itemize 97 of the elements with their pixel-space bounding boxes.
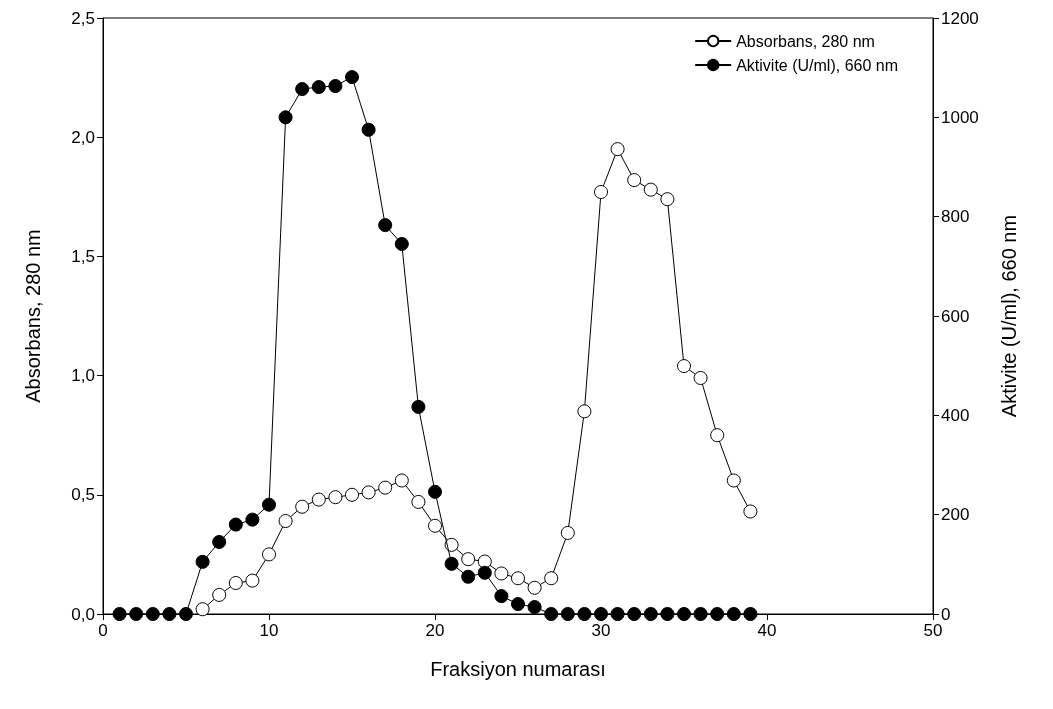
y2-tick-label: 1200 xyxy=(941,8,979,28)
point xyxy=(477,565,492,580)
point xyxy=(361,122,376,137)
point xyxy=(328,490,343,505)
y-tick-label: 1,5 xyxy=(71,246,95,266)
point xyxy=(262,497,276,512)
point xyxy=(477,554,492,569)
point xyxy=(212,587,227,602)
x-tick-label: 10 xyxy=(259,621,279,640)
point xyxy=(594,607,608,621)
point xyxy=(394,236,409,251)
point xyxy=(726,607,741,621)
y2-tick-label: 1000 xyxy=(941,107,979,127)
point xyxy=(461,569,476,584)
point xyxy=(511,597,525,612)
point xyxy=(411,399,426,414)
y-tick-label: 2,5 xyxy=(71,8,95,28)
y-tick-label: 1,0 xyxy=(71,366,95,386)
point xyxy=(494,566,509,581)
point xyxy=(428,484,442,499)
y-tick-label: 0,5 xyxy=(71,485,95,505)
point xyxy=(710,428,725,443)
point xyxy=(560,525,575,540)
y-tick-label: 2,0 xyxy=(71,127,95,147)
point xyxy=(228,576,243,590)
point xyxy=(262,547,276,562)
x-tick-label: 0 xyxy=(98,621,108,640)
x-tick-label: 50 xyxy=(923,621,943,640)
y-tick-label: 0,0 xyxy=(71,604,95,624)
y2-tick-label: 800 xyxy=(941,207,970,227)
point xyxy=(212,534,227,549)
point xyxy=(145,607,160,621)
legend-label: Absorbans, 280 nm xyxy=(736,32,875,50)
point xyxy=(278,514,293,529)
y2-tick-label: 0 xyxy=(941,604,951,624)
point xyxy=(743,504,758,519)
point xyxy=(627,173,642,188)
point xyxy=(577,404,592,419)
x-axis-title: Fraksiyon numarası xyxy=(430,658,606,680)
point xyxy=(278,110,293,125)
point xyxy=(311,492,326,507)
point xyxy=(610,142,625,157)
y2-tick-label: 400 xyxy=(941,405,970,425)
point xyxy=(162,607,177,621)
x-tick-label: 40 xyxy=(757,621,777,640)
point xyxy=(295,499,310,514)
point xyxy=(544,571,559,586)
y2-axis-title: Aktivite (U/ml), 660 nm xyxy=(998,214,1020,418)
point xyxy=(726,473,741,488)
point xyxy=(444,537,459,552)
y2-tick-label: 600 xyxy=(941,306,970,326)
point xyxy=(245,512,260,527)
point xyxy=(527,580,542,595)
point xyxy=(461,552,476,567)
x-tick-label: 20 xyxy=(425,621,445,640)
point xyxy=(494,589,509,604)
point xyxy=(627,607,642,621)
point xyxy=(544,607,559,621)
point xyxy=(743,607,758,621)
point xyxy=(345,487,359,502)
point xyxy=(693,370,708,385)
x-tick-label: 30 xyxy=(591,621,611,640)
point xyxy=(577,607,592,621)
point xyxy=(378,218,393,233)
point xyxy=(693,607,708,621)
point xyxy=(228,517,243,532)
point xyxy=(560,607,575,621)
y-axis-title: Absorbans, 280 nm xyxy=(22,229,44,403)
point xyxy=(129,607,144,621)
point xyxy=(311,80,326,95)
point xyxy=(411,494,426,509)
point xyxy=(295,82,310,97)
y2-tick-label: 200 xyxy=(941,505,970,525)
point xyxy=(677,607,691,621)
point xyxy=(643,607,658,621)
point xyxy=(710,607,725,621)
point xyxy=(345,70,359,85)
point xyxy=(378,480,393,495)
point xyxy=(245,573,260,588)
point xyxy=(511,571,525,586)
point xyxy=(677,359,691,374)
point xyxy=(328,79,343,94)
point xyxy=(643,182,658,197)
point xyxy=(195,602,210,617)
point xyxy=(428,518,442,533)
point xyxy=(179,607,193,621)
point xyxy=(660,607,675,621)
point xyxy=(394,473,409,488)
point xyxy=(527,600,542,615)
point xyxy=(610,607,625,621)
point xyxy=(195,554,210,569)
point xyxy=(660,192,675,207)
legend-label: Aktivite (U/ml), 660 nm xyxy=(736,56,898,74)
point xyxy=(361,485,376,500)
point xyxy=(444,556,459,571)
point xyxy=(112,607,127,621)
point xyxy=(594,185,608,200)
